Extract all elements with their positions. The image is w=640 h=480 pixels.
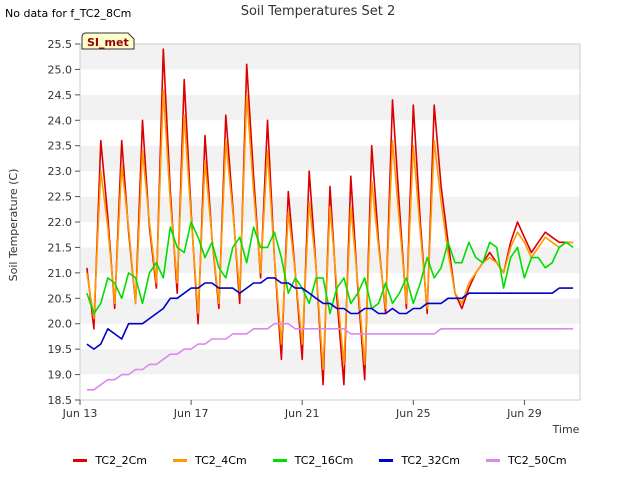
legend: TC2_2Cm TC2_4Cm TC2_16Cm TC2_32Cm TC2_50Cm — [0, 454, 640, 467]
grid-band — [80, 120, 580, 146]
x-tick-label: Jun 17 — [173, 407, 209, 420]
grid-band — [80, 44, 580, 70]
y-tick-label: 25.5 — [48, 38, 73, 51]
badge: SI_met — [81, 32, 135, 50]
y-tick-label: 18.5 — [48, 394, 73, 407]
y-axis-label: Soil Temperature (C) — [7, 169, 20, 282]
series-line-tc2_50cm — [86, 322, 574, 391]
series-line-tc2_4cm — [86, 89, 574, 371]
legend-item-tc2_4cm: TC2_4Cm — [173, 454, 247, 467]
grid-band — [80, 349, 580, 375]
series-line-tc2_16cm — [86, 221, 574, 315]
legend-swatch — [379, 459, 394, 462]
y-tick-label: 19.0 — [48, 369, 73, 382]
series-line-tc2_2cm — [86, 48, 574, 386]
y-ticks: 18.5 19.0 19.5 20.0 20.5 21.0 21.5 22.0 22.5 23.0… — [48, 38, 80, 407]
legend-label: TC2_32Cm — [401, 454, 460, 467]
y-tick-label: 23.5 — [48, 140, 73, 153]
grid-band — [80, 145, 580, 172]
grid-band — [80, 323, 580, 350]
no-data-note: No data for f_TC2_8Cm — [5, 7, 132, 20]
chart-title: Soil Temperatures Set 2 — [241, 4, 396, 19]
y-tick-label: 19.5 — [48, 343, 73, 356]
legend-label: TC2_4Cm — [195, 454, 247, 467]
legend-swatch — [485, 459, 500, 462]
y-tick-label: 21.5 — [48, 241, 73, 254]
legend-swatch — [73, 459, 88, 462]
grid-band — [80, 94, 580, 121]
y-tick-label: 22.0 — [48, 216, 73, 229]
legend-label: TC2_2Cm — [95, 454, 148, 467]
y-tick-label: 21.0 — [48, 267, 73, 280]
legend-item-tc2_50cm: TC2_50Cm — [485, 454, 567, 467]
legend-item-tc2_2cm: TC2_2Cm — [73, 454, 147, 467]
y-tick-label: 20.5 — [48, 292, 73, 305]
y-tick-label: 20.0 — [48, 318, 73, 331]
grid-band — [80, 222, 580, 248]
y-tick-label: 25.0 — [48, 63, 73, 76]
legend-label: TC2_50Cm — [507, 454, 567, 467]
x-tick-label: Jun 29 — [506, 407, 542, 420]
y-tick-label: 24.5 — [48, 89, 73, 102]
x-tick-label: Jun 21 — [284, 407, 320, 420]
series-lines — [86, 48, 574, 391]
legend-item-tc2_16cm: TC2_16Cm — [272, 454, 354, 467]
series-line-tc2_32cm — [86, 277, 574, 350]
y-tick-label: 22.5 — [48, 191, 73, 204]
x-axis-label: Time — [552, 423, 580, 436]
x-tick-label: Jun 25 — [395, 407, 431, 420]
grid-band — [80, 374, 580, 400]
badge-label: SI_met — [87, 36, 129, 49]
x-tick-label: Jun 13 — [62, 407, 98, 420]
legend-item-tc2_32cm: TC2_32Cm — [379, 454, 460, 467]
legend-swatch — [272, 459, 287, 462]
grid-band — [80, 69, 580, 95]
legend-swatch — [173, 459, 188, 462]
legend-label: TC2_16Cm — [294, 454, 354, 467]
x-ticks: Jun 13 Jun 17 Jun 21 Jun 25 Jun 29 — [62, 400, 542, 420]
y-tick-label: 24.0 — [48, 114, 73, 127]
y-tick-label: 23.0 — [48, 165, 73, 178]
